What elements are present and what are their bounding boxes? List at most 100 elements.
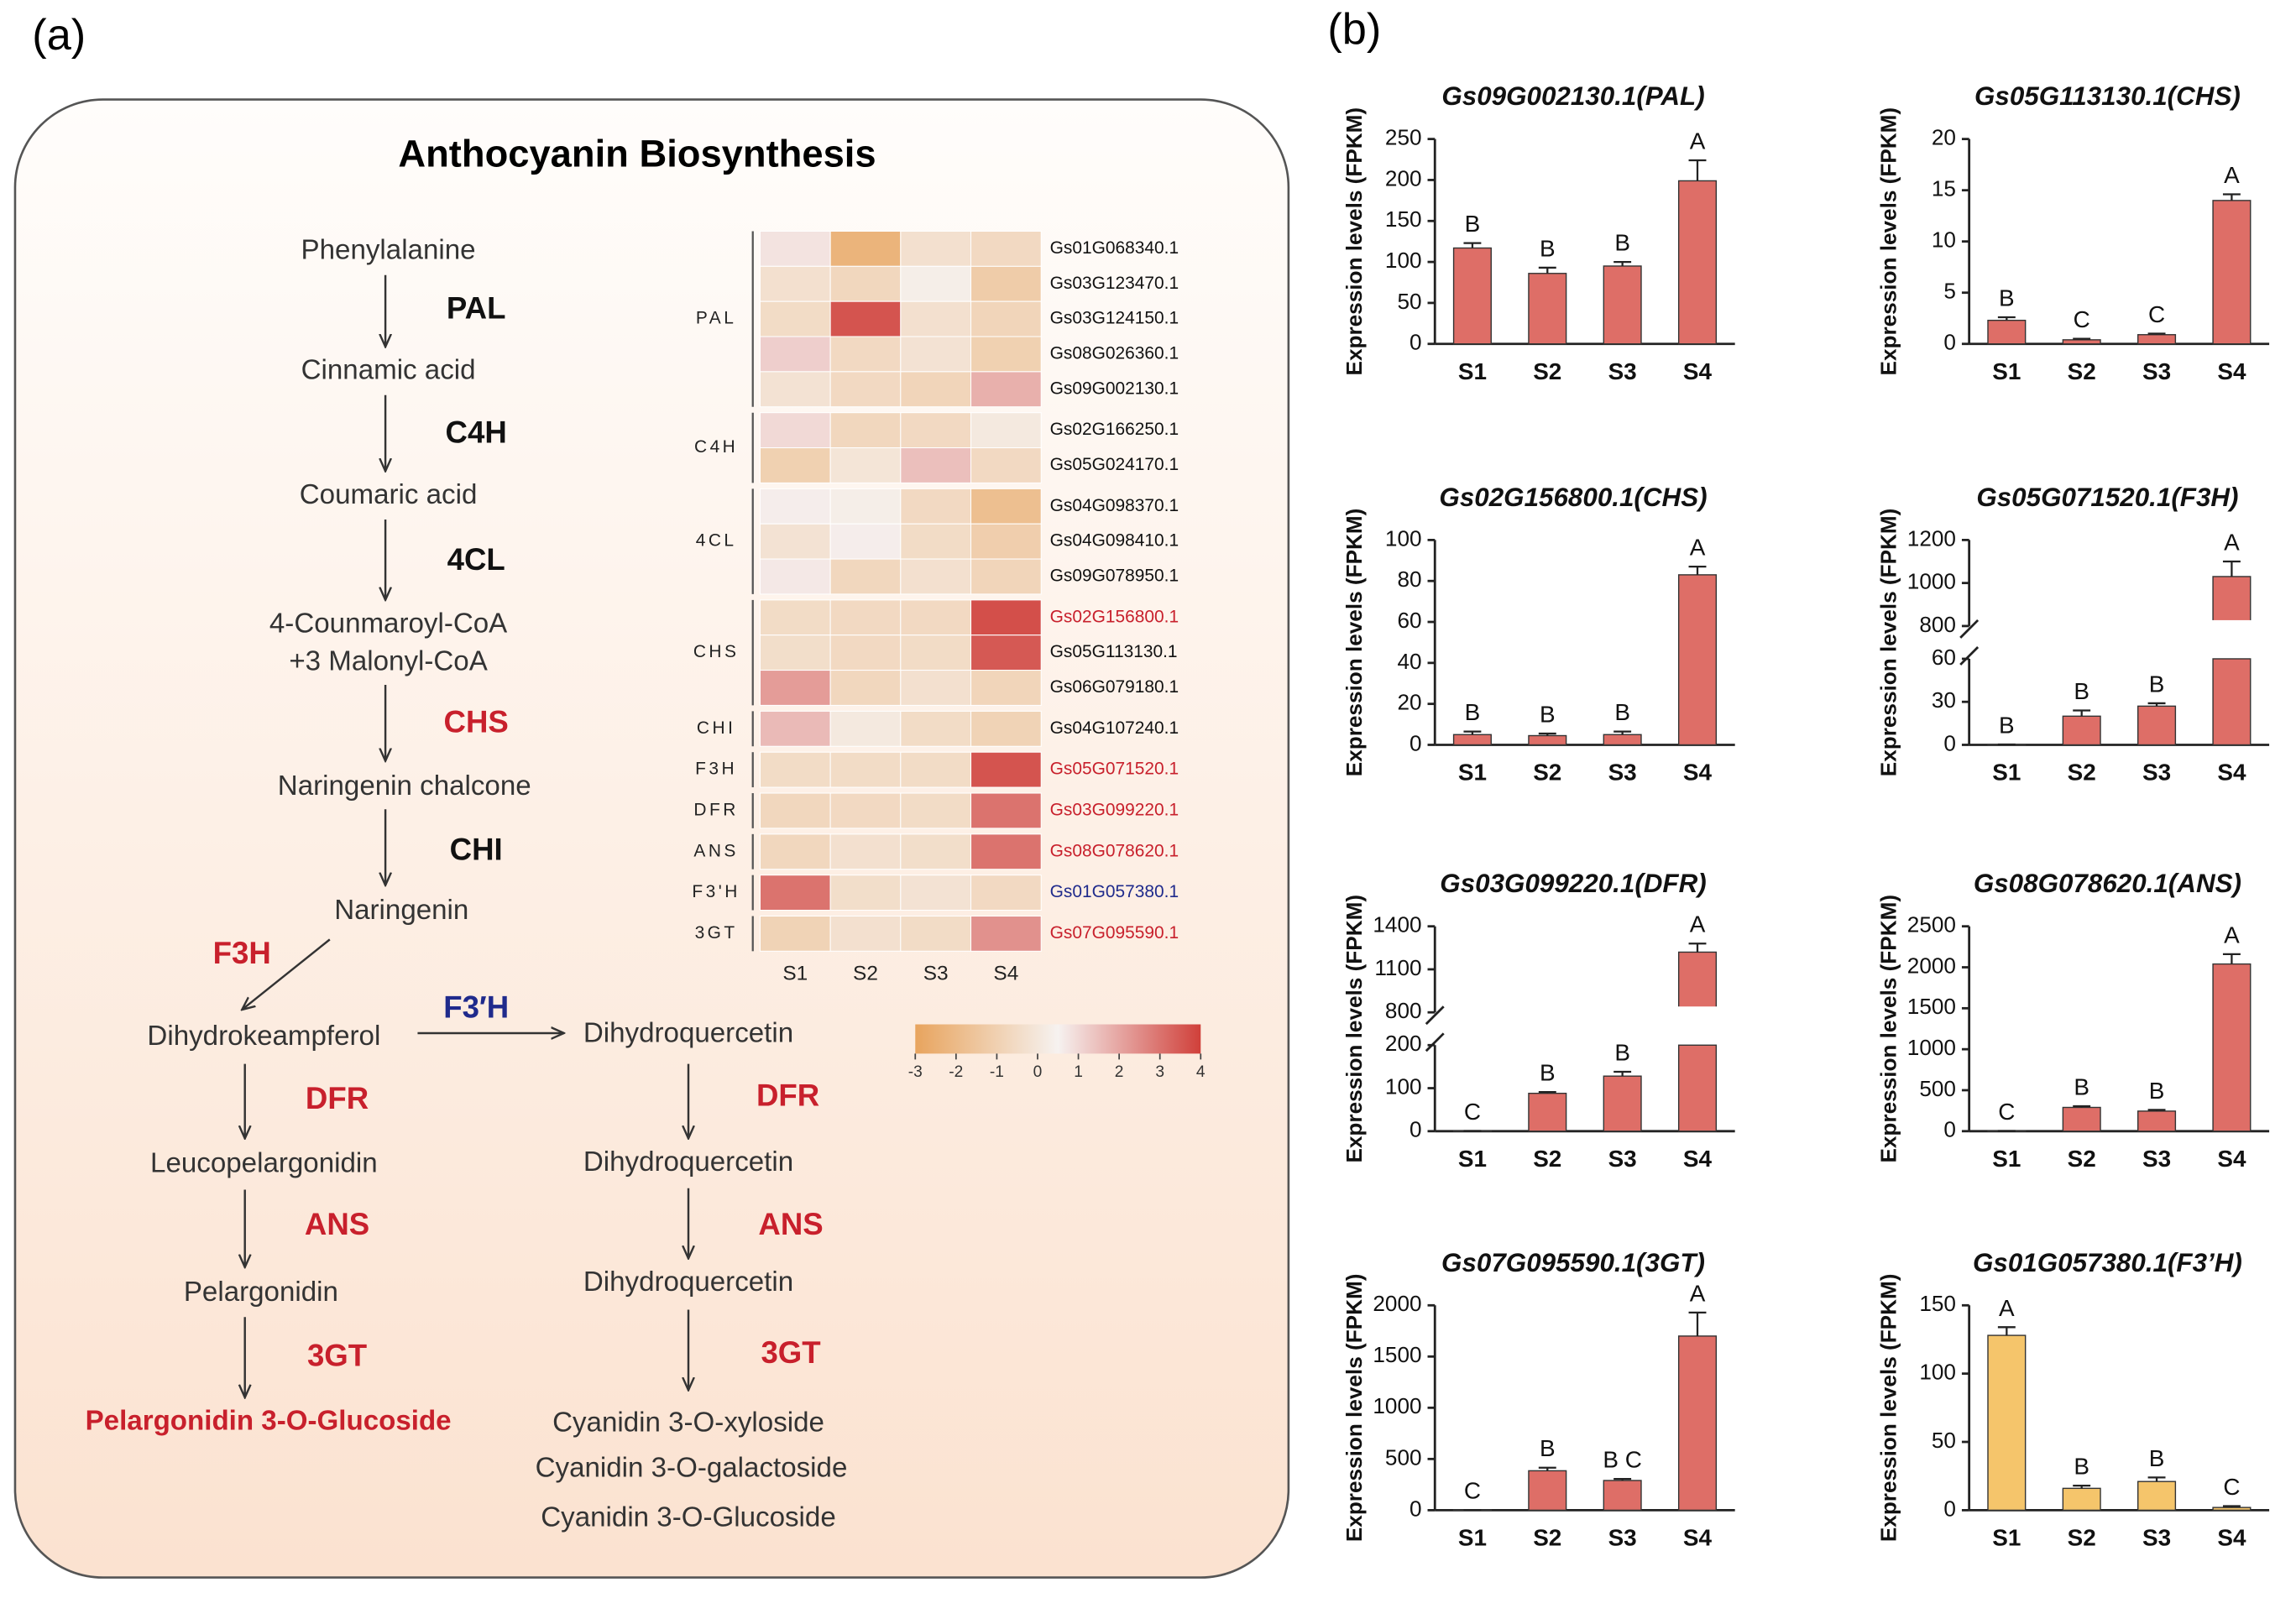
compound: Cyanidin 3-O-Glucoside	[541, 1502, 835, 1533]
error-bar	[1688, 1311, 1707, 1336]
bar	[1528, 734, 1567, 746]
heat-cell	[900, 634, 972, 671]
bar-chart: Gs02G156800.1(CHS) Expression levels (FPK…	[1342, 483, 1735, 786]
significance-letter: B	[2074, 678, 2089, 704]
significance-letter: B	[1614, 230, 1630, 256]
heat-cell	[900, 230, 972, 267]
enzyme: DFR	[306, 1081, 369, 1115]
y-tick-label: 0	[1943, 330, 1956, 355]
gene-label: Gs05G024170.1	[1050, 455, 1179, 474]
significance-letter: B	[1614, 1040, 1630, 1066]
y-axis-label: Expression levels (FPKM)	[1342, 1274, 1367, 1543]
heat-cell	[829, 634, 902, 671]
gene-label: Gs03G123470.1	[1050, 274, 1179, 293]
y-tick-label: 15	[1932, 176, 1956, 201]
significance-letter: A	[2224, 529, 2240, 555]
error-bar	[1688, 159, 1707, 181]
compound: Dihydroquercetin	[583, 1017, 793, 1048]
error-bar	[1997, 1326, 2016, 1336]
x-tick-label: S1	[1458, 358, 1487, 384]
bar	[1603, 1480, 1642, 1512]
significance-letter: A	[2224, 162, 2240, 188]
heat-cell	[900, 710, 972, 747]
heat-cell	[759, 265, 831, 302]
heat-cell	[970, 833, 1042, 870]
bar	[1677, 1335, 1718, 1512]
gene-label: Gs05G071520.1	[1050, 760, 1179, 779]
heat-cell	[900, 336, 972, 373]
colorbar-tick-label: 2	[1115, 1063, 1124, 1081]
heat-cell	[759, 336, 831, 373]
y-tick-label: 2000	[1907, 953, 1956, 978]
enzyme: 3GT	[307, 1339, 367, 1373]
x-tick-label: S1	[1992, 358, 2021, 384]
chart-title: Gs03G099220.1(DFR)	[1440, 869, 1706, 898]
heat-cell	[759, 488, 831, 525]
y-tick-label: 0	[1410, 730, 1422, 755]
y-tick-label: 1000	[1907, 1035, 1956, 1060]
bar	[2137, 705, 2177, 746]
y-tick-label: 30	[1932, 687, 1956, 713]
significance-letter: B	[2074, 1454, 2089, 1480]
significance-letter: B	[1999, 712, 2015, 738]
colorbar-tick-label: 0	[1033, 1063, 1043, 1081]
heat-cell	[970, 488, 1042, 525]
x-tick-label: S4	[2217, 358, 2246, 384]
y-axis-label: Expression levels (FPKM)	[1875, 107, 1901, 376]
compound: Pelargonidin	[184, 1277, 338, 1308]
enzyme: CHI	[450, 832, 503, 866]
heat-cell	[759, 915, 831, 952]
heat-cell	[970, 230, 1042, 267]
group-label: 3GT	[695, 923, 738, 943]
y-tick-label: 1000	[1907, 569, 1956, 594]
significance-letter: B	[1540, 1060, 1556, 1086]
compound: Dihydroquercetin	[583, 1266, 793, 1298]
bar	[2062, 1106, 2101, 1132]
heat-cell	[900, 670, 972, 706]
significance-letter: C	[2148, 301, 2165, 327]
bar-chart: Gs08G078620.1(ANS) Expression levels (FPK…	[1875, 869, 2270, 1172]
x-tick-label: S1	[1458, 1525, 1487, 1551]
error-bar	[1538, 732, 1556, 736]
y-tick-label: 100	[1385, 248, 1422, 273]
bar	[1528, 1092, 1567, 1132]
x-tick-label: S4	[2217, 1525, 2246, 1551]
group-label: DFR	[693, 800, 738, 819]
error-bar	[1688, 565, 1707, 575]
y-axis-label: Expression levels (FPKM)	[1875, 509, 1901, 777]
gene-label: Gs04G098370.1	[1050, 496, 1179, 515]
y-tick-label: 20	[1932, 125, 1956, 150]
axis-break	[1959, 619, 1980, 639]
heat-cell	[900, 371, 972, 408]
heat-cell	[759, 875, 831, 911]
heat-cell	[900, 558, 972, 595]
heat-cell	[900, 488, 972, 525]
colorbar-tick-label: 1	[1074, 1063, 1083, 1081]
error-bar	[1997, 316, 2016, 321]
error-bar	[2222, 193, 2241, 201]
x-tick-label: S4	[1683, 1525, 1713, 1551]
error-bar	[2147, 332, 2166, 335]
error-bar	[1538, 1091, 1556, 1094]
gene-label: Gs06G079180.1	[1050, 677, 1179, 697]
y-tick-label: 80	[1397, 567, 1421, 592]
significance-letter: B	[1540, 702, 1556, 728]
gene-label: Gs09G002130.1	[1050, 379, 1179, 398]
heat-cell	[970, 599, 1042, 636]
compound: +3 Malonyl-CoA	[289, 646, 488, 677]
heat-cell	[970, 336, 1042, 373]
x-tick-label: S3	[1608, 760, 1637, 786]
heat-cell	[759, 447, 831, 483]
error-bar	[2147, 1476, 2166, 1482]
x-tick-label: S3	[1608, 1146, 1637, 1172]
gene-label: Gs05G113130.1	[1050, 642, 1178, 661]
enzyme: DFR	[756, 1078, 819, 1112]
y-tick-label: 60	[1932, 645, 1956, 670]
error-bar	[2073, 1484, 2091, 1489]
heat-cell	[829, 792, 902, 829]
significance-letter: B	[1465, 699, 1481, 725]
heat-cell	[759, 833, 831, 870]
axis-break	[1425, 1032, 1445, 1052]
y-tick-label: 1200	[1907, 525, 1956, 551]
heat-cell	[759, 412, 831, 449]
